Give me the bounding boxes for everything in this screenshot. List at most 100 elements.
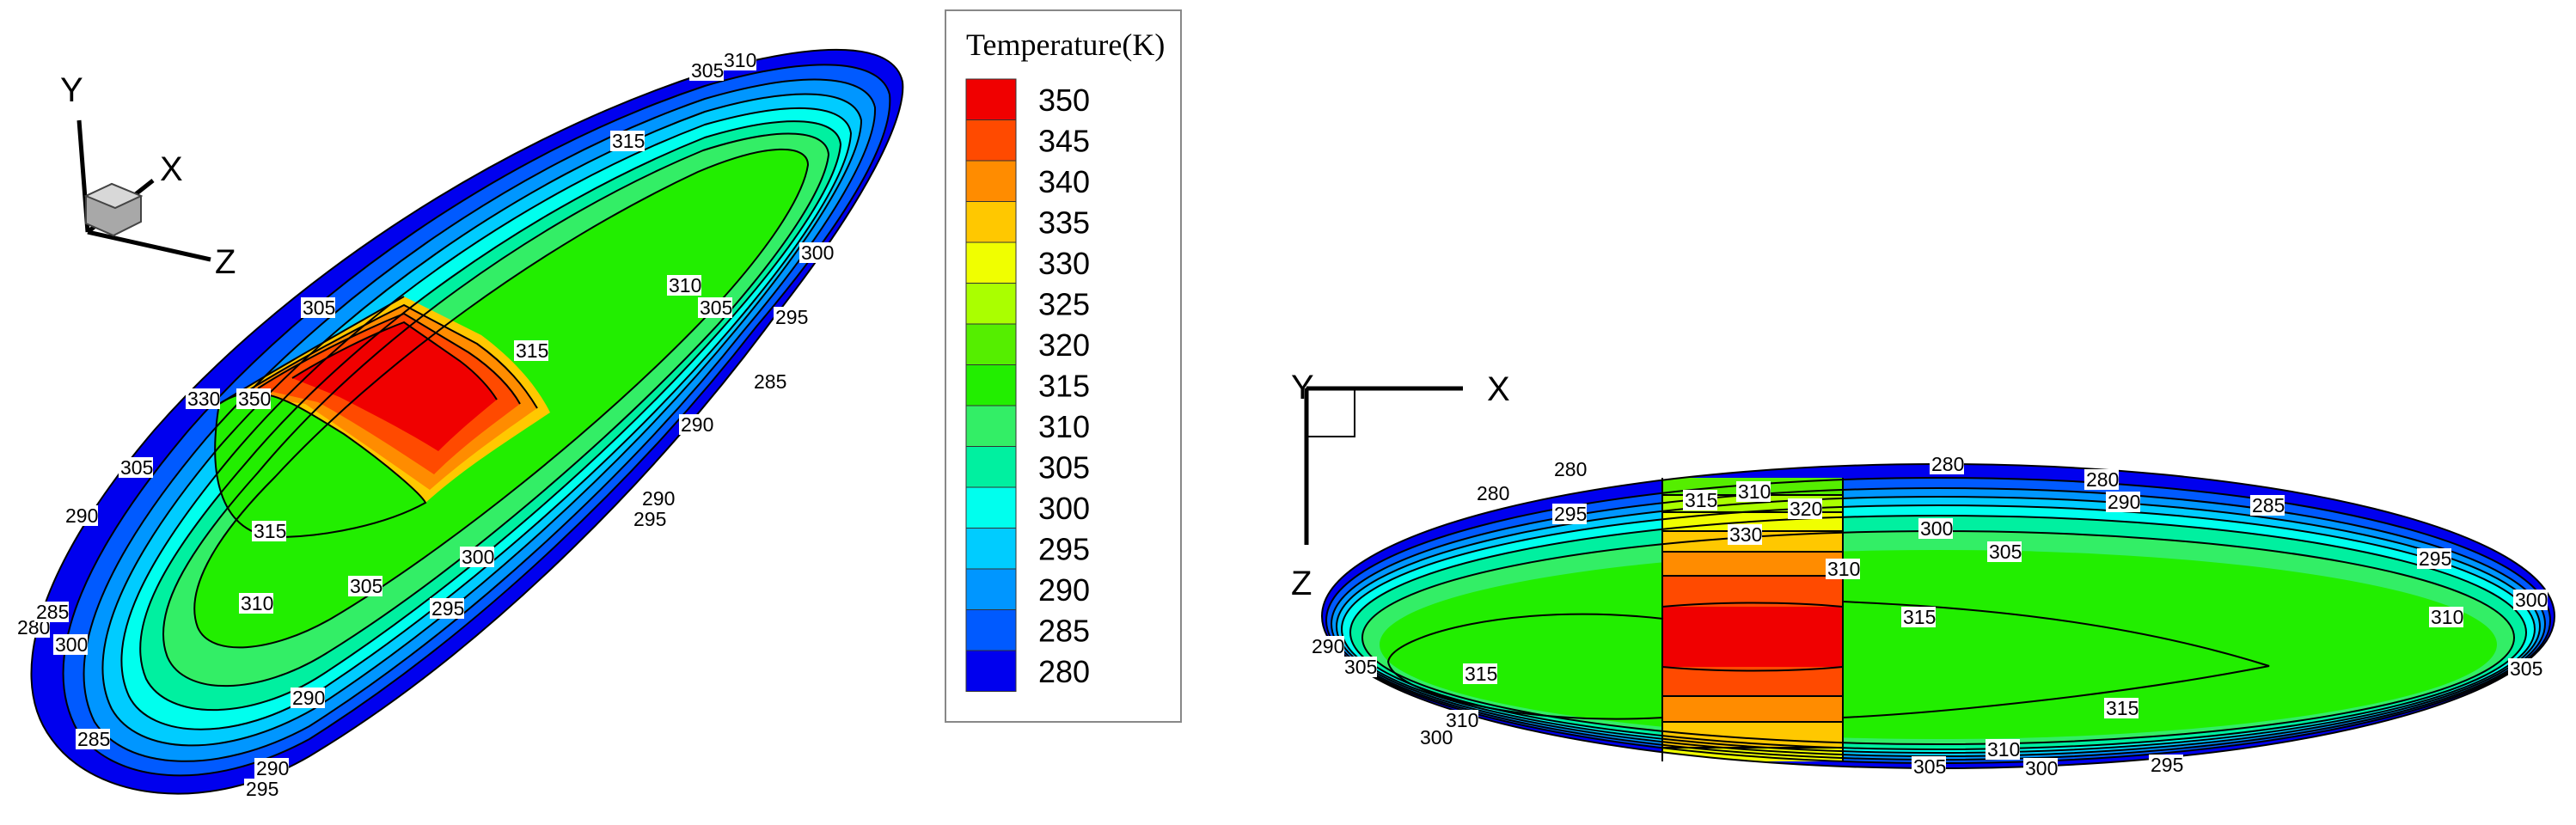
svg-text:315: 315	[1465, 663, 1497, 685]
svg-text:300: 300	[1420, 726, 1453, 749]
contour-label: 315	[1463, 663, 1497, 685]
legend-swatch	[965, 405, 1017, 447]
legend-value: 335	[1038, 205, 1090, 240]
contour-label: 350	[236, 388, 271, 410]
contour-label: 290	[254, 757, 289, 779]
legend-value: 285	[1038, 613, 1090, 648]
legend-value: 290	[1038, 572, 1090, 608]
svg-text:310: 310	[669, 274, 701, 296]
svg-text:315: 315	[516, 339, 548, 362]
right-contour-labels: 280 280 280 280 295 315 310 320 290 285 …	[1310, 453, 2548, 779]
contour-label: 290	[640, 487, 675, 510]
contour-label: 285	[76, 728, 110, 750]
left-axis-x-letter: X	[160, 150, 183, 188]
contour-label: 315	[514, 339, 548, 362]
contour-label: 305	[119, 456, 153, 479]
legend-value: 295	[1038, 531, 1090, 566]
legend-swatch	[965, 568, 1017, 610]
svg-text:300: 300	[2515, 589, 2548, 611]
legend-value: 330	[1038, 246, 1090, 281]
contour-label: 305	[689, 59, 724, 82]
svg-text:285: 285	[36, 601, 69, 623]
contour-label: 280	[1930, 453, 1964, 475]
contour-label: 300	[1418, 726, 1453, 749]
svg-text:280: 280	[1931, 453, 1964, 475]
legend-swatch	[965, 528, 1017, 570]
contour-label: 330	[186, 388, 220, 410]
legend-swatch	[965, 78, 1017, 120]
svg-text:290: 290	[642, 487, 675, 510]
left-3d-view: Y X Z	[15, 48, 904, 800]
svg-text:295: 295	[633, 508, 666, 530]
contour-label: 330	[1728, 523, 1762, 546]
legend-swatch	[965, 160, 1017, 202]
contour-label: 305	[1343, 656, 1377, 678]
legend-value: 340	[1038, 164, 1090, 199]
svg-text:315: 315	[2106, 697, 2139, 719]
svg-text:285: 285	[2252, 494, 2285, 516]
contour-label: 305	[2508, 657, 2542, 680]
legend-swatch	[965, 446, 1017, 488]
svg-text:280: 280	[1554, 458, 1587, 480]
contour-label: 290	[291, 687, 325, 709]
svg-text:305: 305	[350, 575, 382, 597]
contour-label: 305	[348, 575, 382, 597]
contour-label: 310	[667, 274, 701, 296]
contour-label: 290	[64, 504, 98, 527]
svg-text:305: 305	[1989, 541, 2022, 563]
legend-value: 345	[1038, 123, 1090, 158]
svg-text:310: 310	[724, 49, 756, 71]
svg-text:300: 300	[462, 546, 494, 568]
contour-label: 320	[1788, 498, 1822, 520]
legend-swatch	[965, 486, 1017, 529]
svg-text:330: 330	[187, 388, 220, 410]
svg-text:285: 285	[77, 728, 110, 750]
svg-text:300: 300	[1920, 517, 1953, 540]
svg-text:305: 305	[120, 456, 153, 479]
svg-text:305: 305	[1344, 656, 1377, 678]
right-axis-triad: Y X Z	[1291, 369, 1510, 602]
contour-label: 310	[722, 49, 756, 71]
contour-label: 280	[2084, 468, 2119, 491]
svg-text:295: 295	[775, 306, 808, 328]
contour-label: 315	[1901, 606, 1936, 628]
svg-text:305: 305	[2510, 657, 2542, 680]
legend-value: 320	[1038, 327, 1090, 363]
svg-text:320: 320	[1790, 498, 1822, 520]
svg-text:310: 310	[241, 592, 273, 614]
svg-text:315: 315	[1903, 606, 1936, 628]
svg-text:305: 305	[303, 296, 335, 319]
contour-label: 310	[1986, 738, 2020, 761]
svg-text:315: 315	[1685, 489, 1717, 511]
svg-text:310: 310	[1738, 480, 1771, 503]
svg-text:305: 305	[700, 296, 732, 319]
contour-label: 310	[239, 592, 273, 614]
left-ellipsoid	[31, 49, 903, 794]
contour-label: 305	[1912, 755, 1946, 778]
contour-label: 305	[301, 296, 335, 319]
contour-label: 285	[752, 370, 786, 393]
contour-label: 295	[1552, 503, 1587, 525]
contour-label: 295	[2149, 754, 2183, 776]
svg-text:290: 290	[1312, 635, 1344, 657]
svg-text:315: 315	[612, 130, 645, 152]
legend-swatch	[965, 364, 1017, 406]
legend-swatch	[965, 201, 1017, 243]
temperature-legend: Temperature(K) 3503453403353303253203153…	[945, 9, 1182, 723]
contour-label: 315	[252, 520, 286, 542]
contour-label: 315	[610, 130, 645, 152]
legend-swatch	[965, 650, 1017, 692]
contour-label: 310	[2429, 606, 2463, 628]
svg-text:295: 295	[431, 597, 464, 620]
legend-value: 315	[1038, 368, 1090, 403]
legend-swatch	[965, 323, 1017, 365]
contour-label: 280	[1552, 458, 1587, 480]
legend-value: 310	[1038, 409, 1090, 444]
contour-label: 295	[774, 306, 808, 328]
contour-label: 290	[1310, 635, 1344, 657]
svg-text:305: 305	[1913, 755, 1946, 778]
contour-label: 295	[430, 597, 464, 620]
right-top-view: Y X Z	[1291, 369, 2555, 779]
left-contour-labels: 305 310 315 310 305 300 295 285 290 290 …	[15, 49, 834, 800]
contour-label: 285	[2250, 494, 2285, 516]
